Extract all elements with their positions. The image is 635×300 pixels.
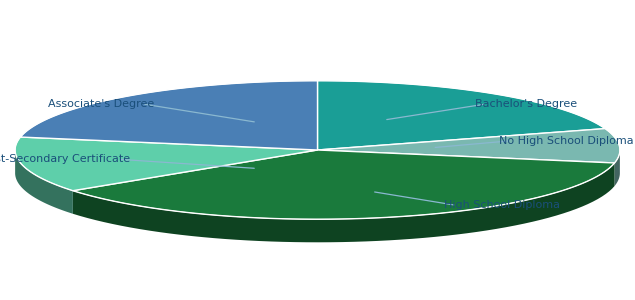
Polygon shape: [15, 137, 318, 191]
Polygon shape: [73, 163, 615, 242]
Polygon shape: [73, 150, 615, 219]
Polygon shape: [615, 149, 620, 186]
Text: No High School Diploma: No High School Diploma: [499, 136, 634, 146]
Text: Associate's Degree: Associate's Degree: [48, 99, 154, 109]
Text: Post-Secondary Certificate: Post-Secondary Certificate: [0, 154, 130, 164]
Polygon shape: [20, 81, 318, 150]
Polygon shape: [318, 81, 605, 150]
Polygon shape: [15, 149, 73, 214]
Text: High School Diploma: High School Diploma: [444, 200, 561, 210]
Text: Bachelor's Degree: Bachelor's Degree: [475, 99, 577, 109]
Polygon shape: [318, 129, 620, 163]
